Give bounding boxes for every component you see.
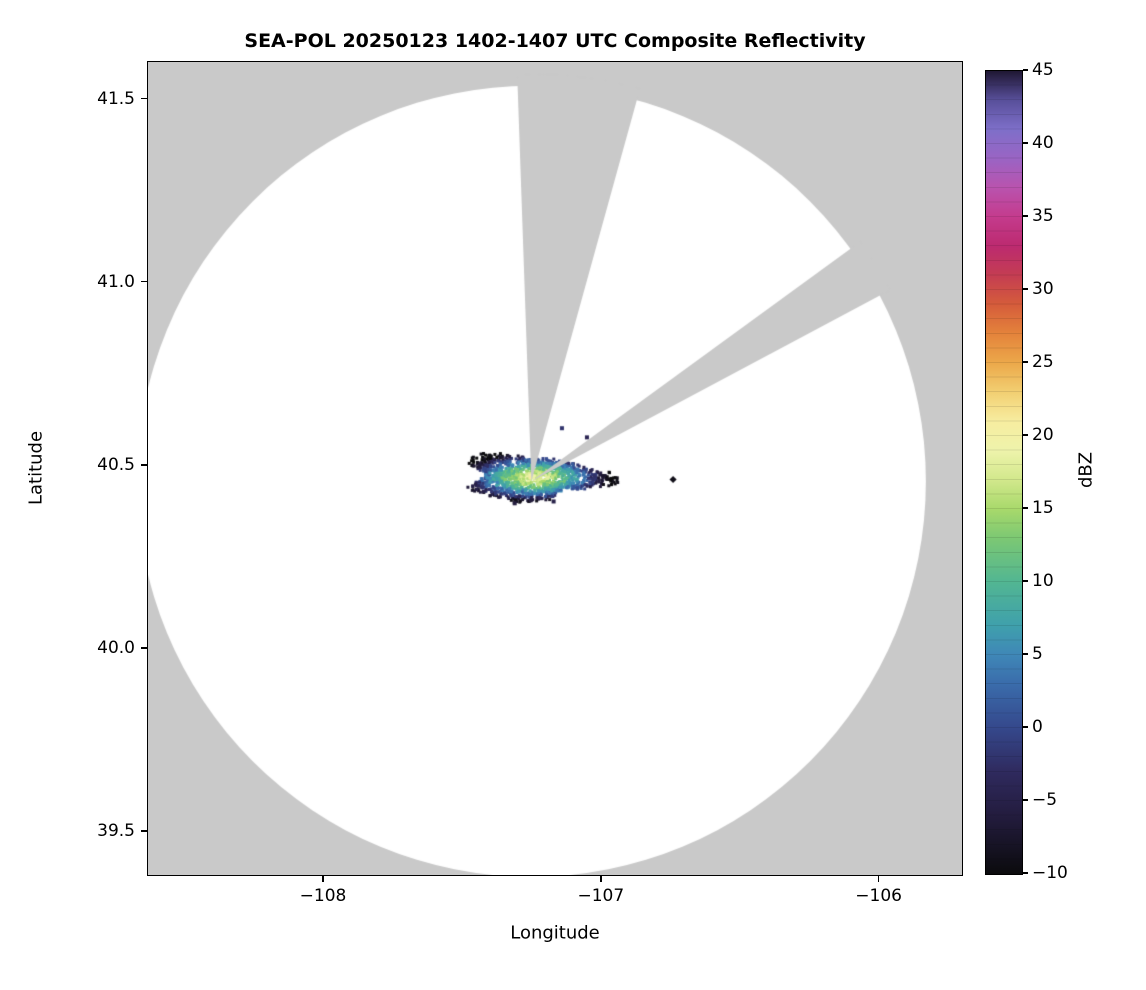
colorbar-level-stripes	[986, 71, 1022, 874]
colorbar-tick-label: −5	[1032, 790, 1058, 810]
y-tick-label: 41.5	[97, 88, 135, 109]
plot-area	[147, 61, 963, 876]
y-tick-label: 40.5	[97, 454, 135, 475]
y-tick-label: 41.0	[97, 271, 135, 292]
colorbar	[985, 70, 1023, 875]
colorbar-tick-mark	[1023, 507, 1028, 509]
colorbar-gradient	[986, 71, 1022, 874]
colorbar-tick-mark	[1023, 580, 1028, 582]
y-tick-mark	[141, 464, 147, 466]
colorbar-tick-mark	[1023, 434, 1028, 436]
colorbar-tick-mark	[1023, 215, 1028, 217]
colorbar-tick-mark	[1023, 361, 1028, 363]
colorbar-label: dBZ	[1075, 451, 1097, 489]
x-tick-label: −106	[855, 886, 902, 906]
colorbar-tick-label: −10	[1032, 863, 1068, 883]
x-axis-label: Longitude	[510, 922, 600, 944]
colorbar-tick-label: 25	[1032, 352, 1054, 372]
y-tick-label: 40.0	[97, 637, 135, 658]
chart-title: SEA-POL 20250123 1402-1407 UTC Composite…	[244, 30, 866, 52]
colorbar-tick-label: 10	[1032, 571, 1054, 591]
colorbar-tick-label: 5	[1032, 644, 1043, 664]
radar-reflectivity-image	[148, 62, 962, 875]
colorbar-tick-label: 45	[1032, 60, 1054, 80]
colorbar-tick-mark	[1023, 653, 1028, 655]
x-tick-mark	[600, 876, 602, 882]
colorbar-tick-mark	[1023, 726, 1028, 728]
y-tick-mark	[141, 280, 147, 283]
y-tick-mark	[141, 647, 147, 649]
colorbar-tick-mark	[1023, 69, 1028, 71]
x-tick-label: −107	[577, 886, 625, 906]
colorbar-tick-label: 35	[1032, 206, 1054, 226]
colorbar-tick-mark	[1023, 288, 1028, 290]
colorbar-tick-label: 40	[1032, 133, 1054, 153]
colorbar-tick-label: 20	[1032, 425, 1054, 445]
y-axis-label: Latitude	[25, 430, 47, 506]
colorbar-tick-label: 15	[1032, 498, 1054, 518]
x-tick-label: −108	[299, 886, 347, 906]
colorbar-tick-label: 30	[1032, 279, 1054, 299]
x-tick-mark	[322, 876, 324, 882]
colorbar-tick-label: 0	[1032, 717, 1043, 737]
y-tick-mark	[141, 97, 147, 100]
colorbar-tick-mark	[1023, 872, 1028, 874]
colorbar-tick-mark	[1023, 799, 1028, 801]
x-tick-mark	[877, 876, 880, 882]
colorbar-tick-mark	[1023, 142, 1028, 144]
y-tick-label: 39.5	[97, 821, 135, 842]
y-tick-mark	[141, 830, 147, 832]
